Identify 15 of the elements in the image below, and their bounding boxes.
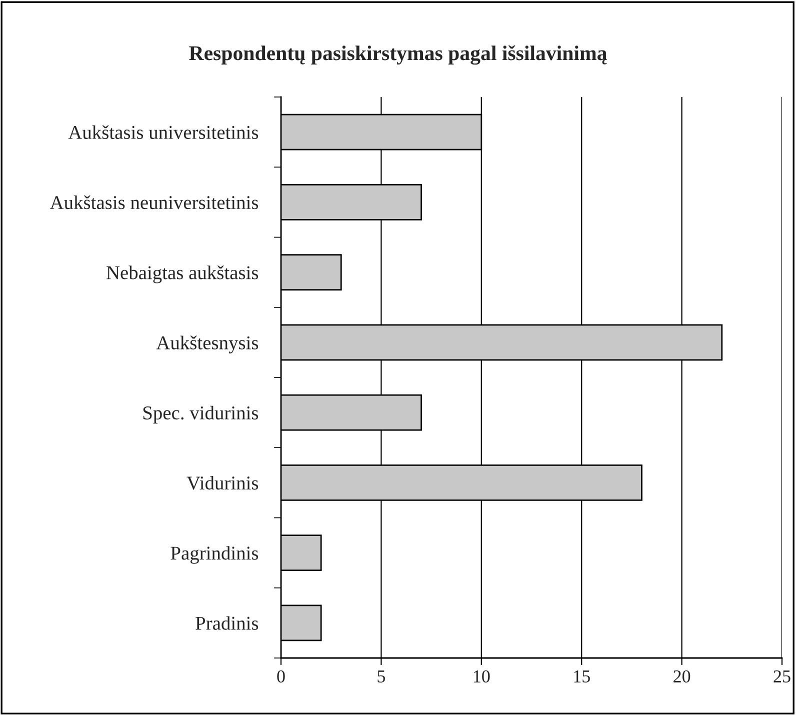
- y-tick-label: Aukštasis universitetinis: [68, 125, 258, 139]
- x-tick-label: 25: [774, 670, 790, 683]
- x-tick-label: 5: [378, 670, 386, 683]
- y-tick-label: Pagrindinis: [170, 546, 258, 564]
- y-tick-label: Pradinis: [196, 616, 258, 630]
- y-tick-label: Vidurinis: [186, 476, 258, 490]
- chart-title: Respondentų pasiskirstymas pagal išsilavinimą: [189, 45, 607, 65]
- x-tick-label: 15: [574, 670, 590, 683]
- y-tick-label: Nebaigtas aukštasis: [106, 266, 258, 284]
- x-tick-label: 0: [277, 670, 285, 683]
- x-tick-label: 20: [674, 670, 690, 683]
- x-tick-label: 10: [474, 670, 490, 683]
- y-tick-label: Spec. vidurinis: [143, 406, 258, 424]
- y-tick-label: Aukštasis neuniversitetinis: [50, 195, 258, 210]
- y-tick-label: Aukštesnysis: [156, 336, 258, 354]
